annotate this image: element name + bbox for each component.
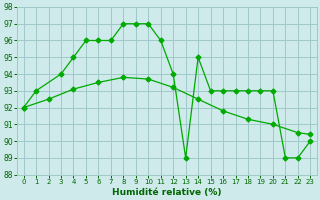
X-axis label: Humidité relative (%): Humidité relative (%) (112, 188, 222, 197)
